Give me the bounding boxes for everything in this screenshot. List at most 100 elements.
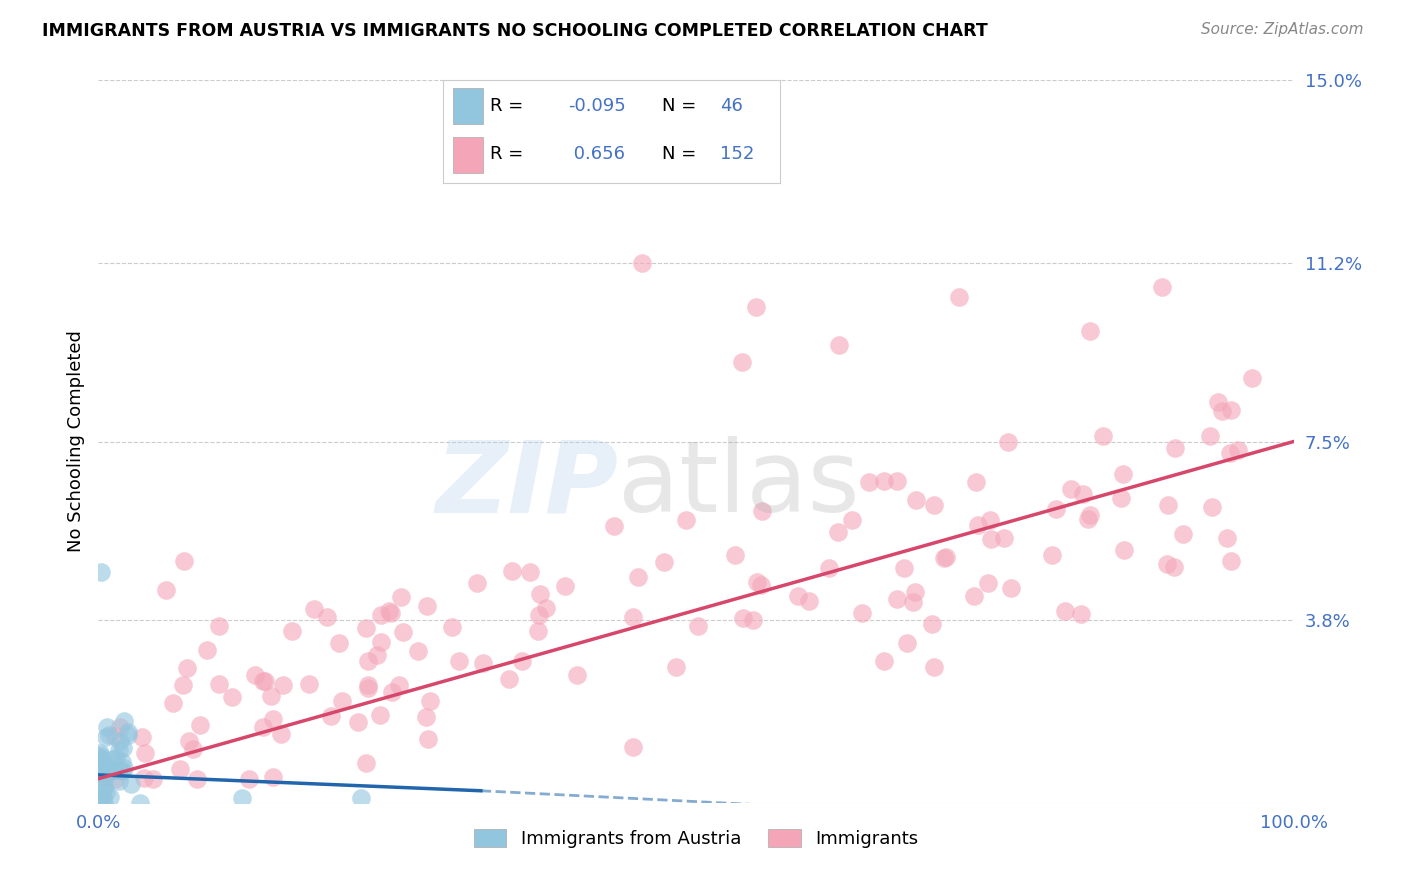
Point — [498, 672, 520, 686]
Point — [347, 714, 370, 729]
Point — [94, 730, 117, 744]
Point — [93, 796, 115, 810]
Point — [315, 609, 337, 624]
Point — [1092, 429, 1115, 443]
Point — [1053, 604, 1076, 618]
Point — [357, 681, 380, 695]
Point — [1078, 508, 1101, 522]
Point — [208, 677, 231, 691]
Point — [155, 582, 177, 597]
Text: 0.656: 0.656 — [568, 145, 624, 162]
Point — [142, 772, 165, 786]
Point — [742, 613, 765, 627]
Point — [751, 578, 773, 592]
Point — [132, 771, 155, 785]
Point — [260, 690, 283, 704]
Point — [270, 727, 292, 741]
Point — [527, 608, 550, 623]
Point — [91, 791, 114, 805]
Point — [169, 762, 191, 776]
Point — [1111, 467, 1133, 482]
Point — [104, 772, 127, 786]
Point — [851, 606, 873, 620]
Point — [554, 579, 576, 593]
Point — [858, 475, 880, 489]
Point — [94, 756, 117, 770]
Point — [96, 721, 118, 735]
Point — [935, 549, 957, 564]
Point — [603, 519, 626, 533]
Point — [117, 728, 139, 742]
Point — [565, 668, 588, 682]
Text: 152: 152 — [720, 145, 754, 162]
Point — [93, 759, 115, 773]
Point — [98, 728, 121, 742]
Point — [1219, 403, 1241, 417]
Point — [104, 751, 127, 765]
Point — [963, 589, 986, 603]
Point — [173, 553, 195, 567]
Point — [621, 610, 644, 624]
Point — [787, 589, 810, 603]
Point — [98, 790, 121, 805]
Point — [724, 548, 747, 562]
Point — [94, 761, 117, 775]
Point — [1060, 482, 1083, 496]
Point — [91, 759, 114, 773]
Point — [1156, 557, 1178, 571]
Point — [103, 729, 125, 743]
Point — [1219, 446, 1241, 460]
Point — [1163, 559, 1185, 574]
Point — [181, 742, 204, 756]
Point — [93, 780, 115, 794]
Point — [302, 602, 325, 616]
Point — [90, 791, 112, 805]
Point — [886, 474, 908, 488]
Point — [886, 591, 908, 606]
Point — [90, 760, 112, 774]
Point — [1070, 607, 1092, 621]
Point — [103, 763, 125, 777]
Point — [298, 677, 321, 691]
Text: atlas: atlas — [619, 436, 860, 533]
Point — [1226, 442, 1249, 457]
Point — [730, 355, 752, 369]
Point — [108, 774, 131, 789]
Text: Source: ZipAtlas.com: Source: ZipAtlas.com — [1201, 22, 1364, 37]
Point — [797, 594, 820, 608]
Point — [980, 532, 1002, 546]
Point — [108, 720, 131, 734]
Point — [893, 560, 915, 574]
Point — [993, 531, 1015, 545]
Point — [873, 654, 896, 668]
Point — [319, 709, 342, 723]
Point — [733, 610, 755, 624]
Point — [1040, 549, 1063, 563]
Point — [103, 763, 125, 777]
Point — [96, 785, 118, 799]
Point — [934, 551, 956, 566]
Point — [977, 576, 1000, 591]
Point — [828, 338, 851, 352]
Point — [354, 756, 377, 770]
Point — [231, 791, 253, 805]
Point — [188, 718, 211, 732]
Point — [108, 743, 131, 757]
Point — [419, 694, 441, 708]
Point — [621, 739, 644, 754]
Point — [1206, 395, 1229, 409]
Point — [388, 678, 411, 692]
Point — [519, 565, 541, 579]
Point — [966, 518, 988, 533]
Point — [948, 290, 970, 304]
Point — [1080, 324, 1102, 338]
Point — [1152, 280, 1174, 294]
Point — [652, 556, 675, 570]
Point — [162, 696, 184, 710]
Point — [465, 576, 488, 591]
Y-axis label: No Schooling Completed: No Schooling Completed — [66, 331, 84, 552]
Text: R =: R = — [491, 97, 523, 115]
Point — [751, 504, 773, 518]
Point — [368, 708, 391, 723]
Point — [1163, 442, 1185, 456]
